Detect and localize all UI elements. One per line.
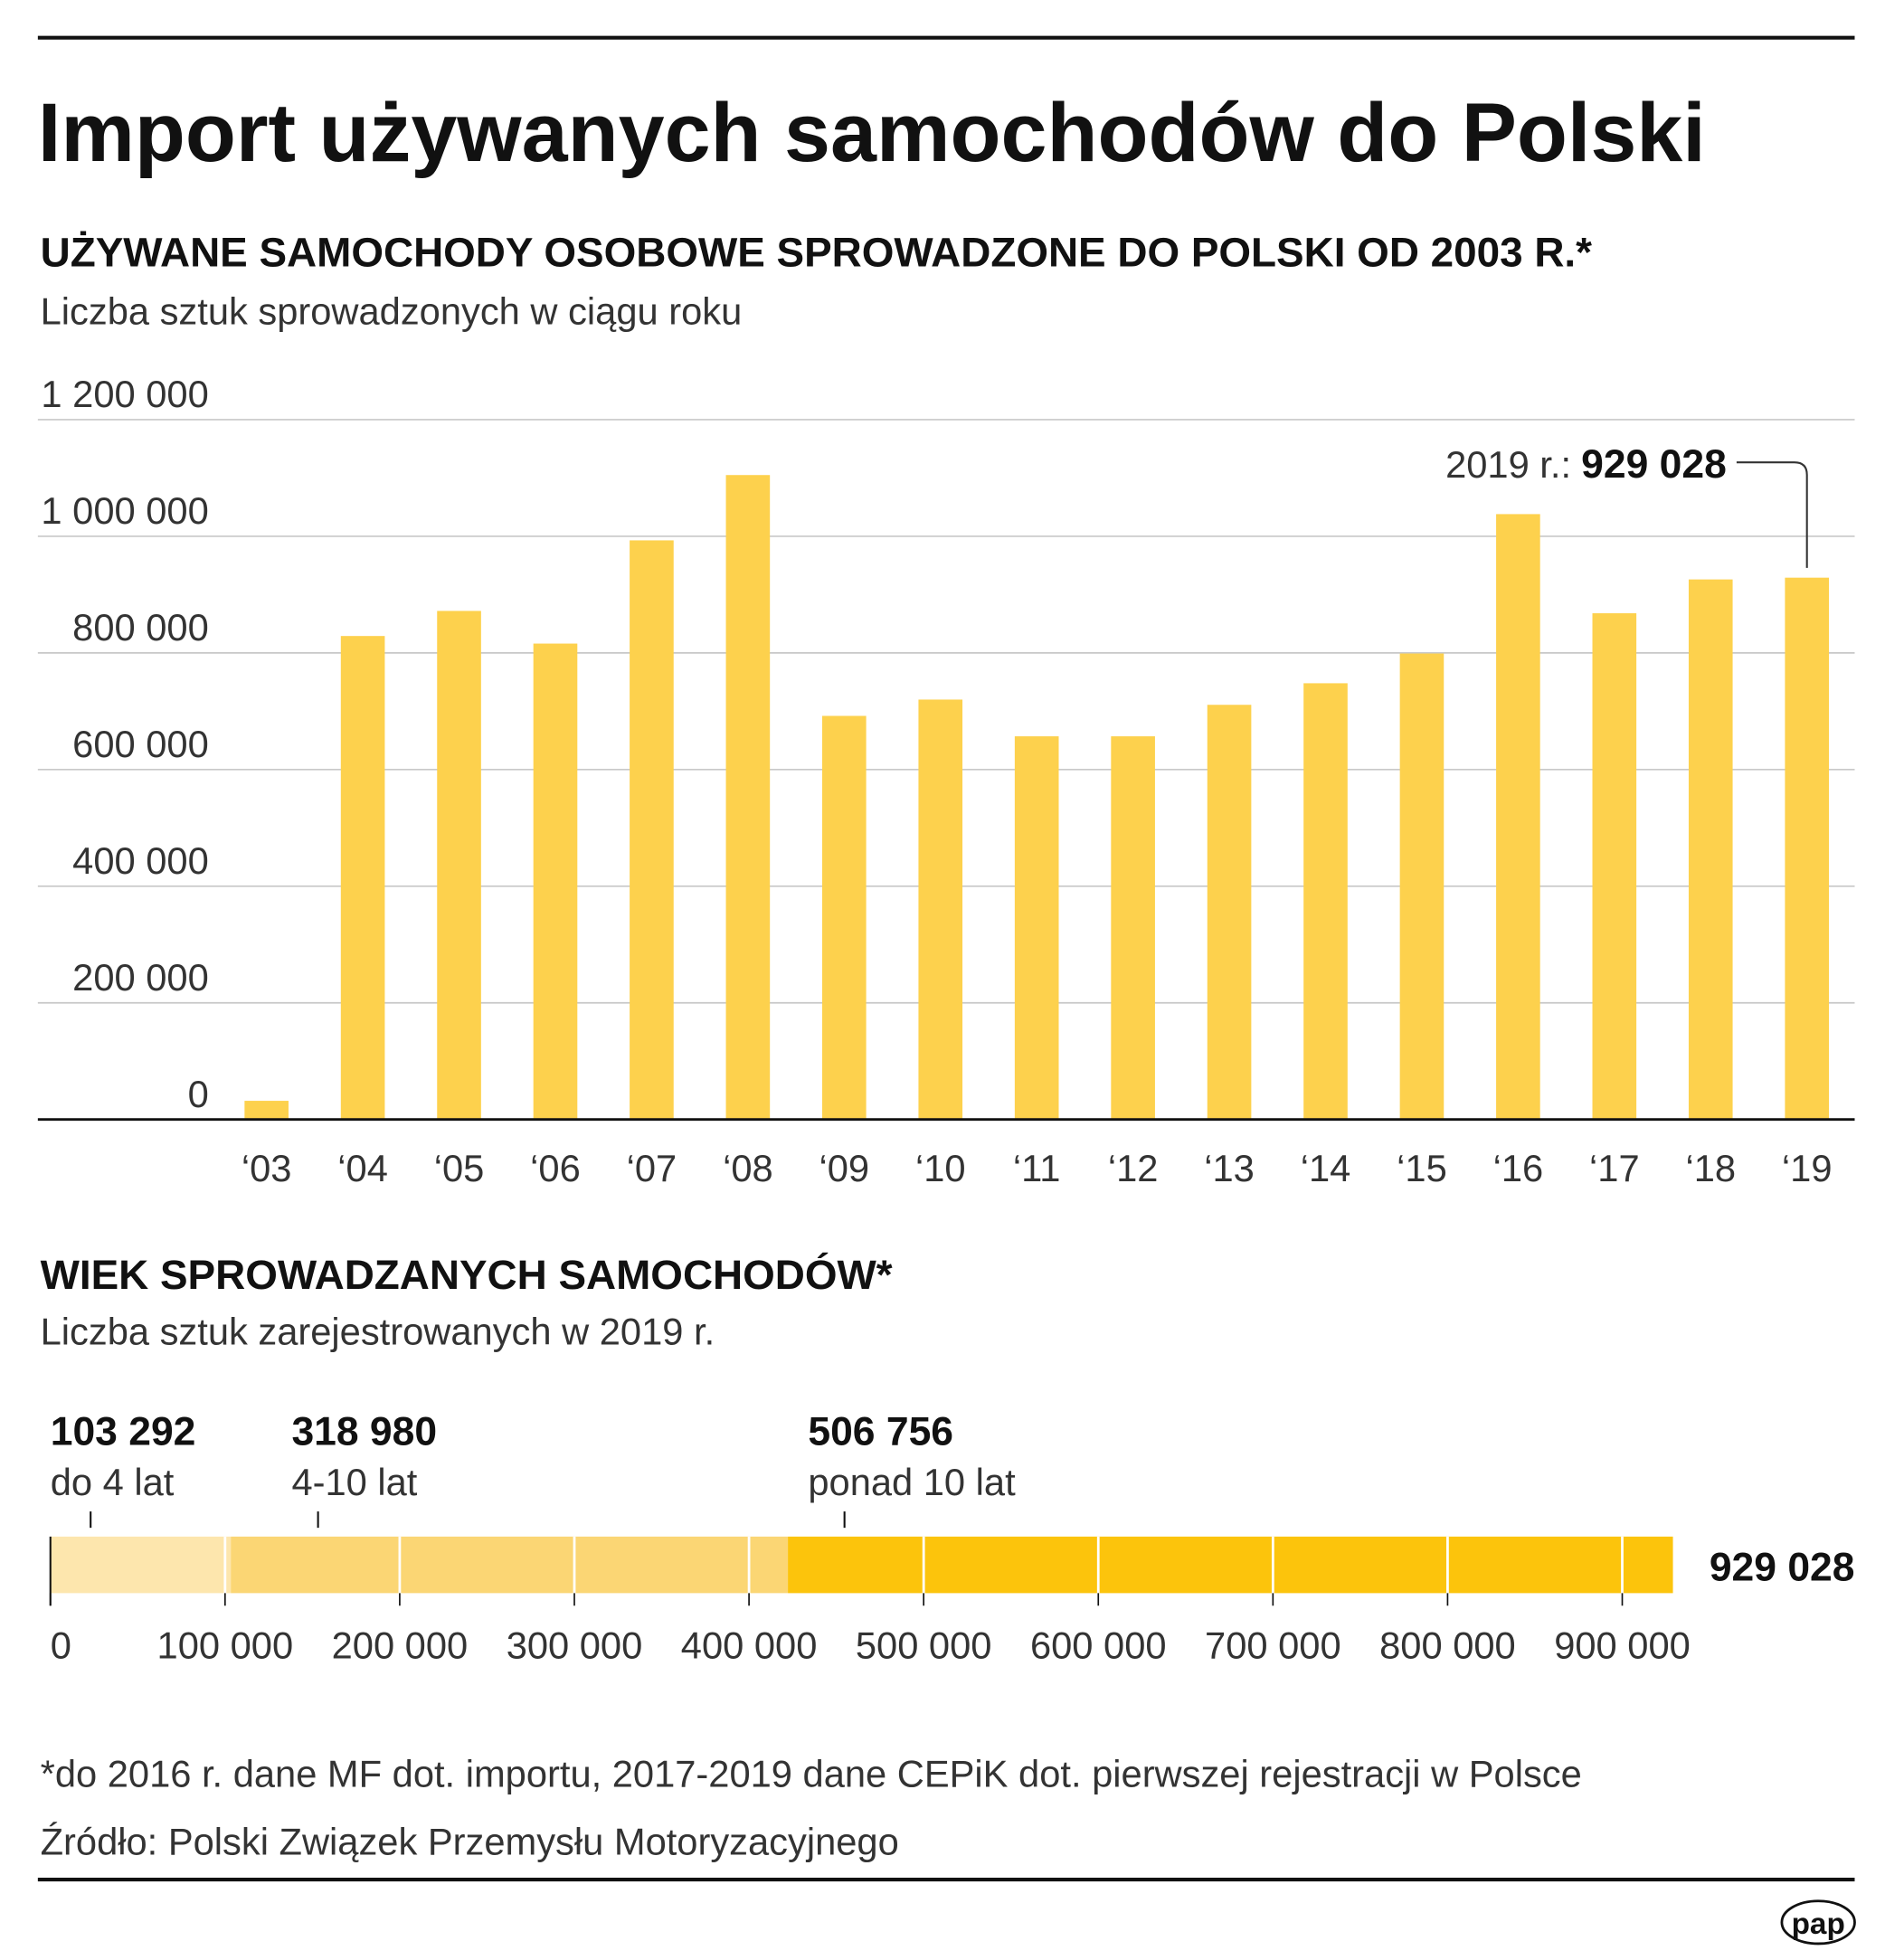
stacked-bar-chart: 0 100 000 200 000 300 000 400 000 500 000 600 … [49,1409,1855,1667]
bar-07 [630,540,674,1120]
bar-03 [244,1101,289,1120]
annotation-2019: 2019 r.: 929 028 [1445,442,1808,568]
x-tick-label: ‘17 [1589,1147,1640,1189]
x-tick-label: ‘19 [1782,1147,1833,1189]
bar-16 [1496,514,1540,1120]
x-tick-label: 900 000 [1554,1624,1691,1667]
bar-05 [437,611,481,1120]
x-tick-label: ‘05 [434,1147,485,1189]
x-tick-label: 200 000 [332,1624,469,1667]
bar-04 [340,636,385,1120]
x-tick-label: 800 000 [1379,1624,1516,1667]
x-tick-label: ‘11 [1013,1147,1061,1189]
bar-13 [1207,705,1252,1120]
bar-chart: 0 200 000 400 000 600 000 800 000 1 000 000 1 … [37,373,1855,1189]
x-tick-label: 0 [51,1624,71,1667]
segment-ponad-10-lat [788,1536,1673,1594]
segment-value-label: 103 292 [51,1409,196,1453]
y-tick-label: 1 000 000 [41,489,208,532]
x-tick-label: ‘18 [1685,1147,1736,1189]
bar-17 [1592,613,1637,1120]
bar-19 [1785,577,1830,1120]
chart2-subtitle: Liczba sztuk zarejestrowanych w 2019 r. [41,1310,715,1352]
chart1-subtitle: Liczba sztuk sprowadzonych w ciągu roku [41,289,743,332]
bar-11 [1014,736,1059,1120]
svg-text:pap: pap [1792,1908,1845,1941]
bar-09 [821,715,867,1120]
x-tick-label: ‘12 [1108,1147,1159,1189]
x-tick-label: 500 000 [856,1624,992,1667]
total-label: 929 028 [1710,1545,1855,1589]
x-tick-label: ‘15 [1397,1147,1447,1189]
x-tick-label: 700 000 [1205,1624,1341,1667]
x-tick-label: 400 000 [681,1624,818,1667]
y-tick-label: 600 000 [72,723,209,765]
segment-do-4-lat [50,1536,232,1594]
segment-4-10-lat [231,1536,789,1594]
annotation-label: 2019 r.: 929 028 [1445,442,1727,487]
y-tick-label: 0 [188,1073,209,1115]
bar-12 [1111,736,1155,1120]
pap-logo: pap [1780,1899,1856,1946]
segment-name-label: 4-10 lat [291,1461,417,1503]
footnote: *do 2016 r. dane MF dot. importu, 2017-2… [41,1752,1582,1794]
x-tick-label: 100 000 [157,1624,294,1667]
source: Źródło: Polski Związek Przemysłu Motoryz… [41,1820,899,1862]
x-tick-label: 300 000 [507,1624,643,1667]
bar-06 [533,643,578,1120]
annotation-leader-line [1736,461,1808,568]
x-tick-label: ‘10 [915,1147,966,1189]
segment-value-label: 318 980 [291,1409,437,1453]
y-tick-label: 800 000 [72,606,209,649]
x-tick-label: ‘03 [242,1147,292,1189]
chart1-title: UŻYWANE SAMOCHODY OSOBOWE SPROWADZONE DO… [41,229,1593,275]
bar-15 [1399,653,1445,1120]
segment-value-label: 506 756 [808,1409,953,1453]
y-tick-label: 1 200 000 [41,373,208,415]
chart2-title: WIEK SPROWADZANYCH SAMOCHODÓW* [41,1251,893,1298]
x-tick-label: ‘13 [1204,1147,1255,1189]
y-tick-label: 400 000 [72,839,209,882]
x-tick-label: ‘09 [819,1147,870,1189]
segment-name-label: do 4 lat [51,1461,175,1503]
x-tick-label: ‘14 [1301,1147,1351,1189]
bar-14 [1303,683,1348,1120]
x-tick-label: ‘08 [723,1147,773,1189]
bar-18 [1688,579,1733,1120]
x-tick-label: ‘06 [530,1147,581,1189]
segment-name-label: ponad 10 lat [808,1461,1016,1503]
bar-08 [725,475,771,1120]
bar-10 [918,699,963,1120]
page-title: Import używanych samochodów do Polski [38,87,1706,179]
x-tick-label: ‘07 [627,1147,677,1189]
y-tick-label: 200 000 [72,956,209,999]
x-tick-label: 600 000 [1030,1624,1167,1667]
x-tick-label: ‘04 [337,1147,388,1189]
x-tick-label: ‘16 [1493,1147,1544,1189]
